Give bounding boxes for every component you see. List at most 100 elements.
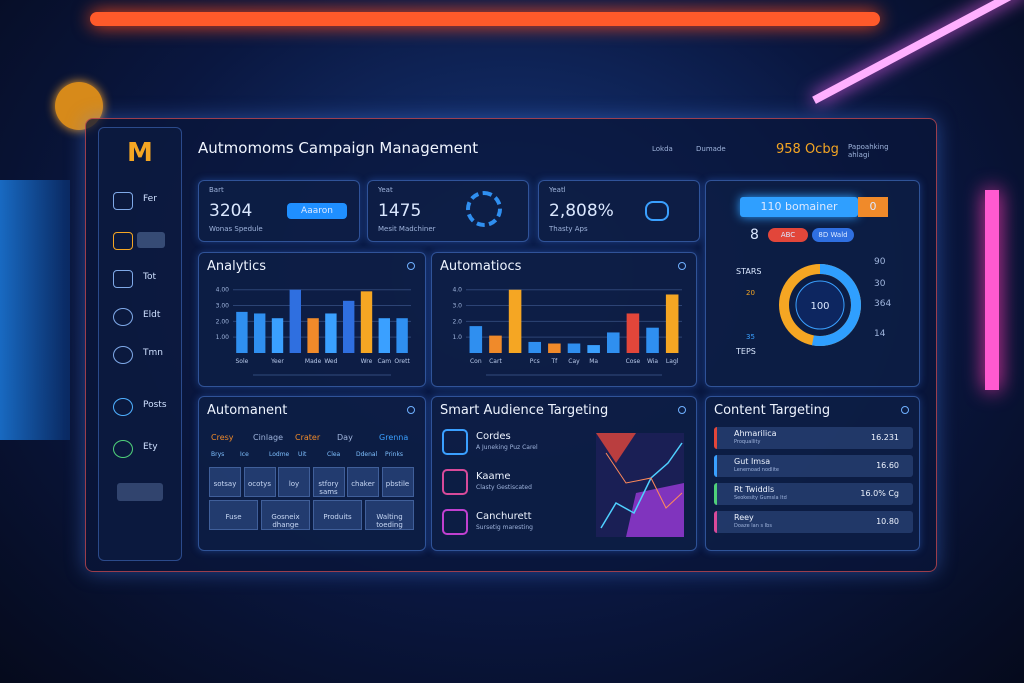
chip[interactable]: 8D Wald [812,228,854,242]
nav-icon [113,440,133,458]
nav-pill[interactable] [137,232,165,248]
row-value: 10.80 [876,517,899,526]
x-tick-label: Wed [324,358,337,365]
content-row[interactable] [714,455,913,477]
chip[interactable]: ABC [768,228,808,242]
content-row[interactable] [714,483,913,505]
audience-desc: Sursetig maresting [476,524,533,531]
audience-desc: Clasty Gestiscated [476,484,532,491]
content-row[interactable] [714,511,913,533]
row-name: Gut Imsa [734,457,771,466]
network-shape [596,433,636,463]
bar [508,289,522,353]
side-number: 20 [746,289,755,297]
logo: M [127,138,153,168]
tab[interactable]: Cresy [211,433,234,442]
stat-label: Yeatl [549,186,566,194]
row-desc: Seokesity Gumsla Itd [734,495,787,501]
bar [665,294,679,353]
menu-dot[interactable] [407,262,415,270]
nav-item[interactable]: Tmn [143,348,163,358]
bar [360,291,373,353]
column-header: Clea [327,451,341,458]
x-tick-label: Cay [568,358,580,365]
x-tick-label: Made [305,358,322,365]
chart-panel: Analytics 1.00 2.00 3.00 4.00 Sole Yeer Made We… [198,252,426,387]
bar [236,311,248,353]
tab[interactable]: Crater [295,433,321,442]
bar [489,335,502,353]
stat-card: Yeatl 2,808% Thasty Aps [538,180,700,242]
row-value: 16.0% Cg [860,489,899,498]
stat-card: Yeat 1475 Mesit Madchiner [367,180,529,242]
y-tick-label: 3.0 [452,303,462,310]
panel-title: Analytics [207,259,267,274]
menu-dot[interactable] [407,406,415,414]
table-cell: pbstile [381,467,414,497]
table-cell: Produits [313,500,362,530]
nav-item[interactable]: Tot [143,272,157,282]
nav-item[interactable]: Fer [143,194,157,204]
nav-item[interactable]: Eldt [143,310,161,320]
stat-value: 1475 [378,201,422,221]
menu-dot[interactable] [678,262,686,270]
nav-item[interactable]: Posts [143,400,167,410]
nav-icon [113,308,133,326]
table-cell: Fuse [209,500,258,530]
donut-core [795,280,845,330]
bar [528,341,542,353]
x-tick-label: Cam [377,358,391,365]
automanent-panel: Automanent Cresy Cinlage Crater Day Grenna Br… [198,396,426,551]
nav-icon [113,232,133,250]
stat-button[interactable]: Aaaron [287,203,347,219]
table-cell: Walting toeding [365,500,414,530]
banner-badge: 0 [858,197,888,217]
stat-label: Bart [209,186,224,194]
audience-name[interactable]: Canchurett [476,511,532,522]
bar [396,318,408,353]
nav-icon [113,192,133,210]
stat-value: 2,808% [549,201,614,221]
tab[interactable]: Grenna [379,433,409,442]
menu-dot[interactable] [901,406,909,414]
network-shape [626,483,684,537]
column-header: Ice [240,451,249,458]
row-name: Ahmarilica [734,429,777,438]
x-tick-label: Lagl [666,358,679,365]
count: 8 [750,227,759,243]
column-header: Uit [298,451,307,458]
tab[interactable]: Cinlage [253,433,284,442]
status: Papoahking ahlagi [848,143,889,159]
column-header: Ddenal [356,451,378,458]
bar [606,332,620,353]
user-item[interactable]: Lokda [652,145,673,153]
nav-item[interactable]: Ety [143,442,158,452]
overview-panel: 110 bomainer 0 8 ABC 8D Wald 100 STARS 2… [705,180,920,387]
bar [646,327,659,353]
table-cell: loy [278,467,310,497]
audience-desc: A Juneking Puz Carel [476,444,538,451]
menu-dot[interactable] [678,406,686,414]
bar [307,318,319,353]
tab[interactable]: Day [337,433,353,442]
nav-pill[interactable] [117,483,163,501]
content-panel: Content Targeting Ahmarilica Proquallity 1… [705,396,920,551]
audience-list: Cordes A Juneking Puz Carel Kaame Clasty Ge… [432,397,592,550]
chart-panel: Automatiocs 1.0 2.0 3.0 4.0 Con Cart Pcs Tf Cay M… [431,252,697,387]
panel-title: Content Targeting [714,403,831,418]
bar [289,289,301,353]
audience-name[interactable]: Cordes [476,431,511,442]
dashboard: M Fer Tot Eldt Tmn Posts Ety Autmomoms C… [85,118,937,572]
stat-value: 3204 [209,201,253,221]
user-item[interactable]: Dumade [696,145,726,153]
content-list: Ahmarilica Proquallity 16.231 Gut Imsa Lenem… [706,397,919,550]
bar [343,300,355,353]
stat-card: Bart 3204 Wonas Spedule Aaaron [198,180,360,242]
content-row[interactable] [714,427,913,449]
audience-icon [442,509,468,535]
x-tick-label: Con [470,358,482,365]
audience-name[interactable]: Kaame [476,471,511,482]
table-cell: Gosneix dhange [261,500,310,530]
link-icon [645,201,669,221]
